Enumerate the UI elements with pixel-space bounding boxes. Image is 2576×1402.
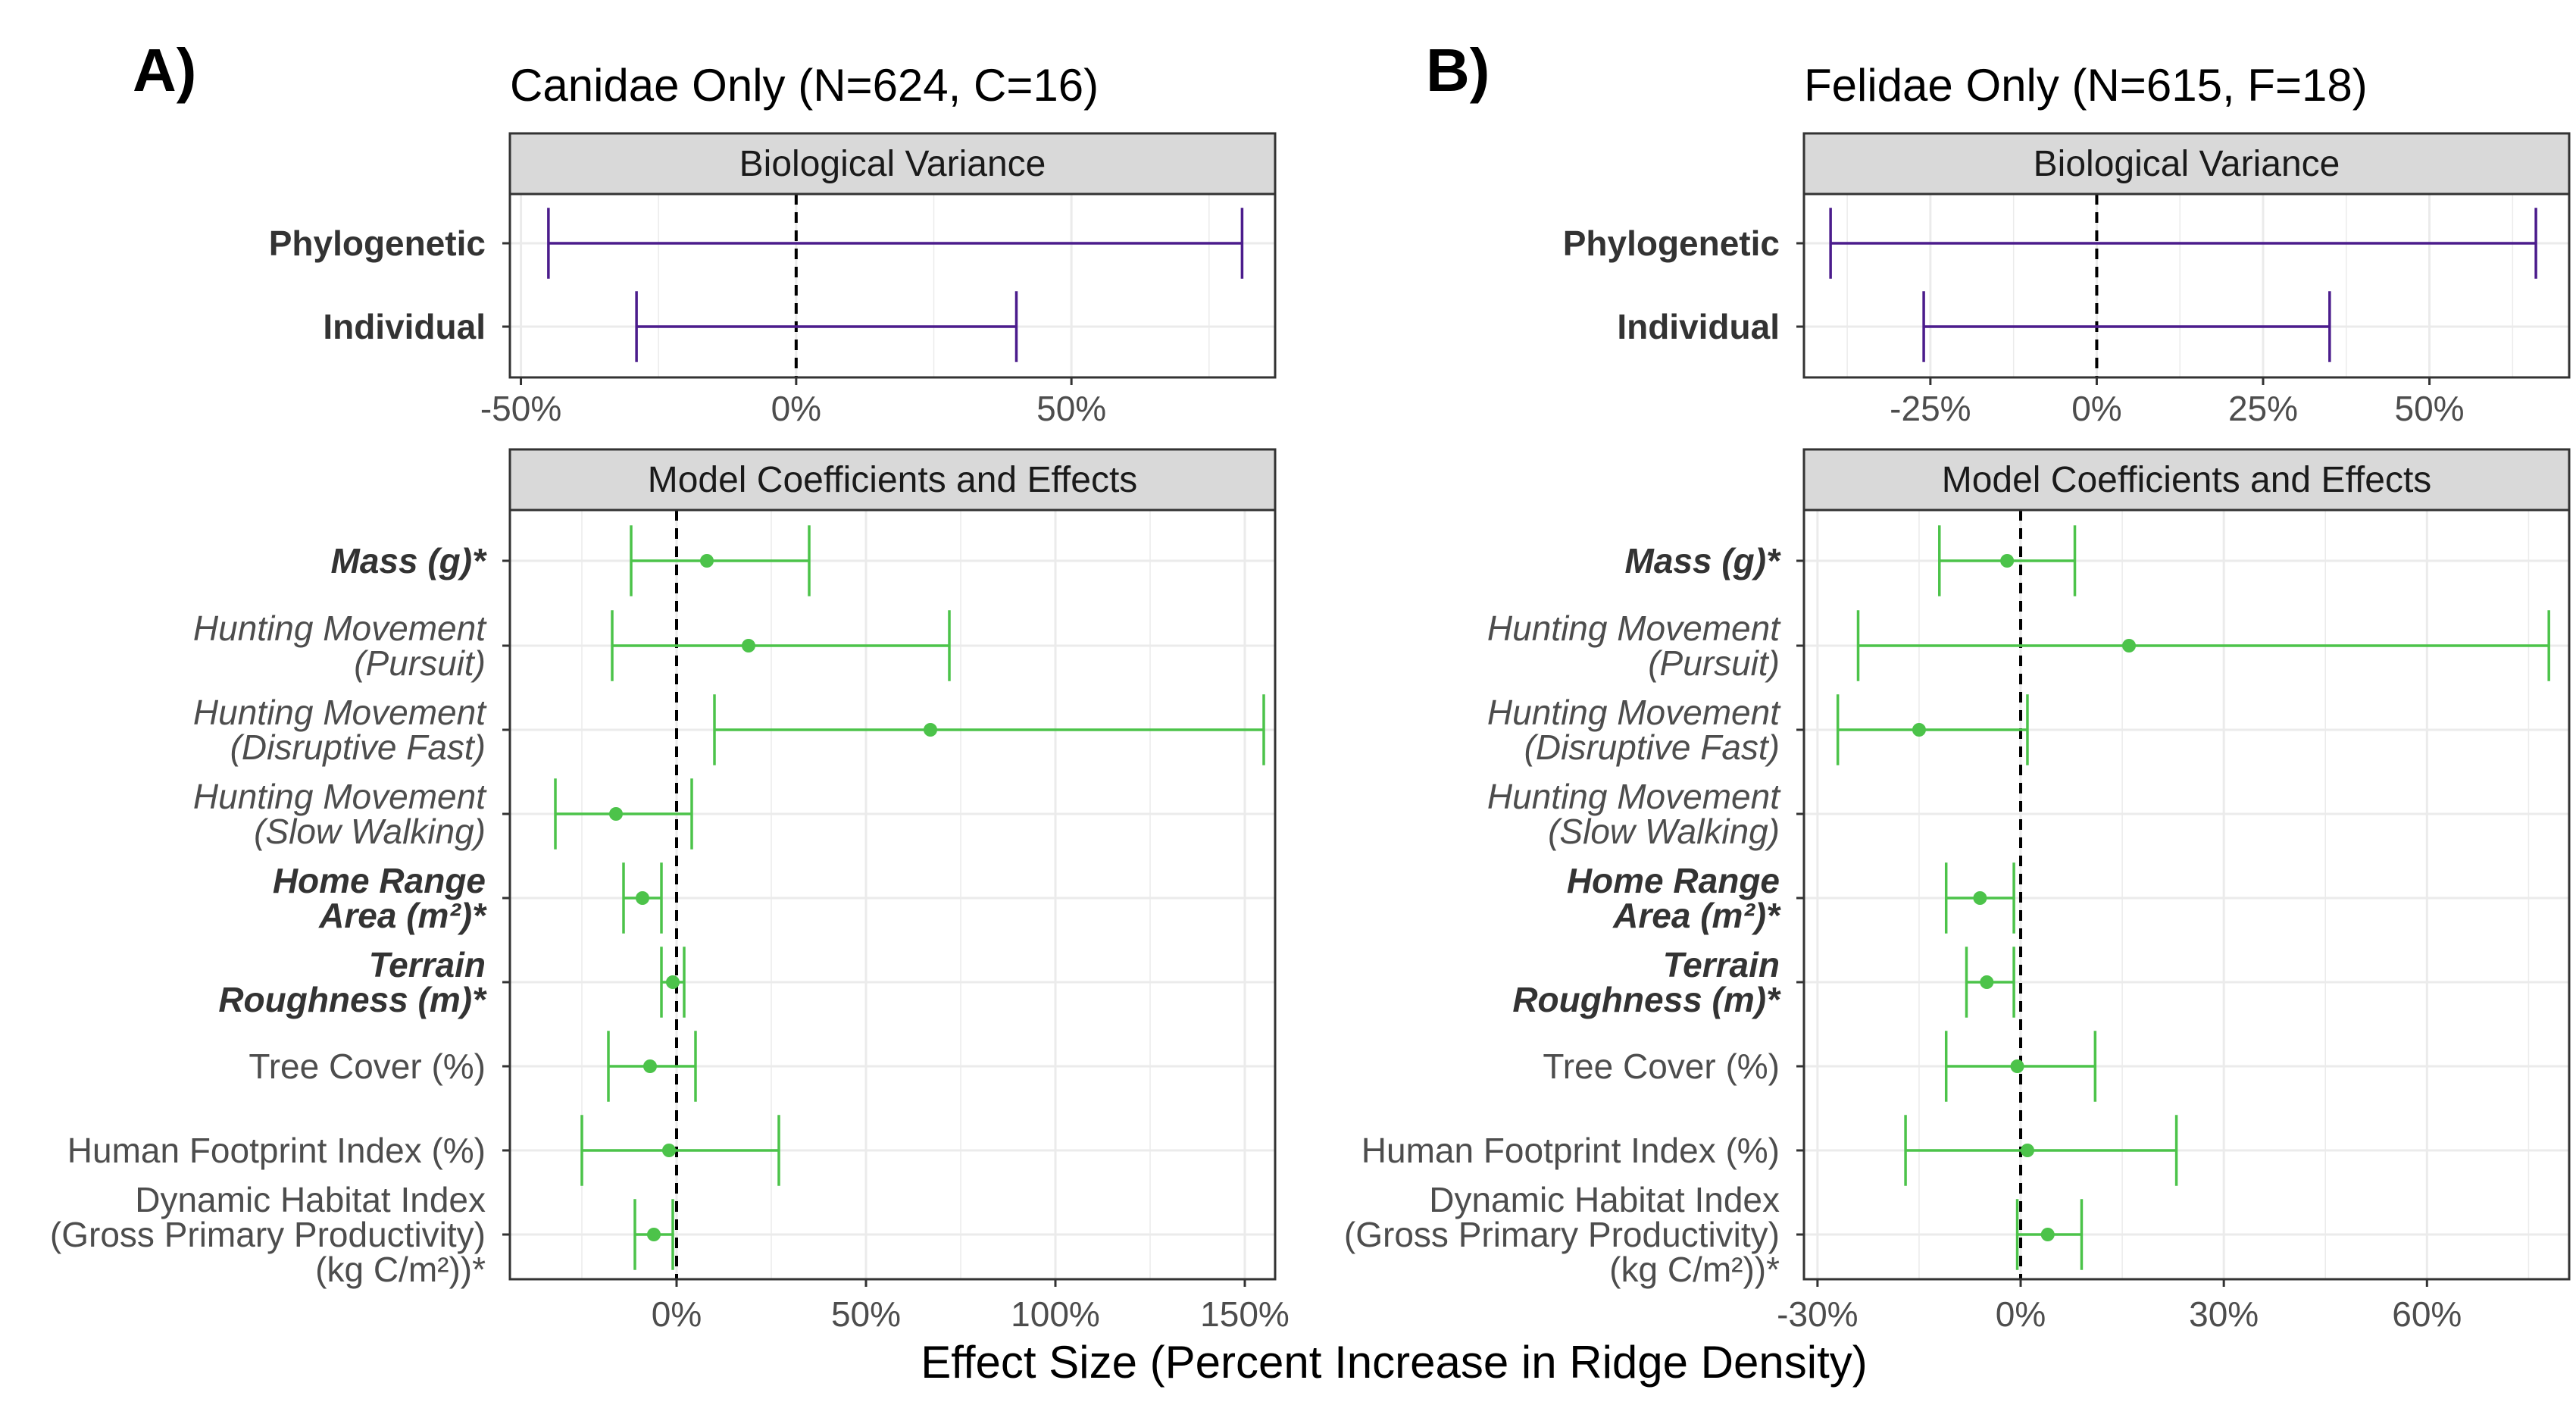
row-label: (Disruptive Fast) — [230, 728, 486, 767]
panel-title: Felidae Only (N=615, F=18) — [1804, 60, 2368, 111]
row-label: Individual — [323, 307, 486, 346]
facet-strip-label: Model Coefficients and Effects — [1942, 460, 2432, 500]
plot-border — [1802, 509, 2571, 1281]
point-estimate — [2010, 1059, 2024, 1073]
row-label: Tree Cover (%) — [1543, 1047, 1780, 1086]
plot-border — [508, 192, 1277, 379]
point-estimate — [643, 1059, 657, 1073]
point-estimate — [662, 1144, 676, 1157]
x-tick-label: -30% — [1777, 1294, 1858, 1334]
row-label: Hunting Movement — [193, 609, 487, 648]
row-label: Hunting Movement — [1487, 777, 1781, 816]
x-tick-label: -25% — [1890, 389, 1971, 428]
row-label: Mass (g)* — [1625, 541, 1782, 581]
x-tick-label: 60% — [2392, 1294, 2462, 1334]
facet-strip-label: Biological Variance — [739, 144, 1046, 184]
facet-strip — [1802, 132, 2571, 196]
row-label: Dynamic Habitat Index — [1429, 1180, 1780, 1219]
row-label: Tree Cover (%) — [249, 1047, 486, 1086]
row-label: (Pursuit) — [1648, 643, 1780, 683]
point-estimate — [647, 1228, 661, 1241]
row-label: Dynamic Habitat Index — [135, 1180, 486, 1219]
x-tick-label: 30% — [2189, 1294, 2259, 1334]
facet-strip — [1802, 448, 2571, 512]
point-estimate — [2040, 1228, 2055, 1241]
point-estimate — [1973, 891, 1987, 905]
row-label: Human Footprint Index (%) — [1361, 1131, 1780, 1170]
point-estimate — [2000, 554, 2015, 568]
point-estimate — [700, 554, 714, 568]
subplot-1: A) Canidae Only (N=624, C=16) Biological V… — [133, 36, 1277, 428]
x-tick-label: 150% — [1200, 1294, 1290, 1334]
row-label: Area (m²)* — [1612, 896, 1781, 935]
point-estimate — [636, 891, 649, 905]
row-label: (Disruptive Fast) — [1524, 728, 1780, 767]
x-tick-label: -50% — [480, 389, 561, 428]
row-label: (kg C/m²))* — [1609, 1250, 1780, 1289]
row-label: Hunting Movement — [1487, 693, 1781, 732]
row-label: Area (m²)* — [318, 896, 487, 935]
panel-letter: A) — [133, 36, 196, 104]
subplot-4: Model Coefficients and Effects Mass (g)* H… — [1344, 448, 2571, 1334]
point-estimate — [666, 975, 680, 989]
x-tick-label: 0% — [652, 1294, 702, 1334]
row-label: (Gross Primary Productivity) — [1344, 1215, 1780, 1254]
row-label: Human Footprint Index (%) — [67, 1131, 486, 1170]
plot-border — [508, 509, 1277, 1281]
x-axis-label: Effect Size (Percent Increase in Ridge D… — [921, 1337, 1867, 1388]
x-tick-label: 25% — [2228, 389, 2298, 428]
row-label: Home Range — [273, 861, 486, 900]
row-label: Hunting Movement — [193, 777, 487, 816]
row-label: Mass (g)* — [331, 541, 488, 581]
facet-strip-label: Biological Variance — [2034, 144, 2340, 184]
row-label: Roughness (m)* — [1512, 980, 1781, 1019]
point-estimate — [2020, 1144, 2034, 1157]
plot-background — [510, 194, 1275, 377]
point-estimate — [924, 723, 937, 737]
panel-title: Canidae Only (N=624, C=16) — [510, 60, 1099, 111]
x-tick-label: 0% — [1996, 1294, 2046, 1334]
row-label: Terrain — [369, 945, 486, 984]
x-tick-label: 0% — [771, 389, 821, 428]
row-label: Hunting Movement — [1487, 609, 1781, 648]
row-label: Roughness (m)* — [218, 980, 487, 1019]
row-label: Home Range — [1567, 861, 1780, 900]
x-tick-label: 50% — [2395, 389, 2465, 428]
x-tick-label: 0% — [2071, 389, 2121, 428]
plot-border — [1802, 192, 2571, 379]
row-label: Phylogenetic — [1563, 224, 1780, 263]
facet-strip-label: Model Coefficients and Effects — [648, 460, 1138, 500]
point-estimate — [1912, 723, 1926, 737]
x-tick-label: 100% — [1011, 1294, 1100, 1334]
row-label: (Slow Walking) — [1548, 812, 1780, 851]
row-label: (kg C/m²))* — [315, 1250, 486, 1289]
facet-strip — [508, 448, 1277, 512]
point-estimate — [2122, 639, 2137, 652]
row-label: Hunting Movement — [193, 693, 487, 732]
row-label: Phylogenetic — [269, 224, 486, 263]
x-tick-label: 50% — [1036, 389, 1106, 428]
x-tick-label: 50% — [831, 1294, 901, 1334]
subplot-2: Model Coefficients and Effects Mass (g)* H… — [50, 448, 1290, 1334]
point-estimate — [742, 639, 755, 652]
plot-background — [1804, 194, 2569, 377]
row-label: (Gross Primary Productivity) — [50, 1215, 486, 1254]
row-label: (Slow Walking) — [254, 812, 486, 851]
point-estimate — [609, 807, 623, 821]
row-label: Individual — [1617, 307, 1780, 346]
facet-strip — [508, 132, 1277, 196]
subplot-3: B) Felidae Only (N=615, F=18) Biological V… — [1426, 36, 2571, 428]
row-label: (Pursuit) — [354, 643, 486, 683]
panel-letter: B) — [1426, 36, 1490, 104]
row-label: Terrain — [1663, 945, 1780, 984]
point-estimate — [1980, 975, 1994, 989]
